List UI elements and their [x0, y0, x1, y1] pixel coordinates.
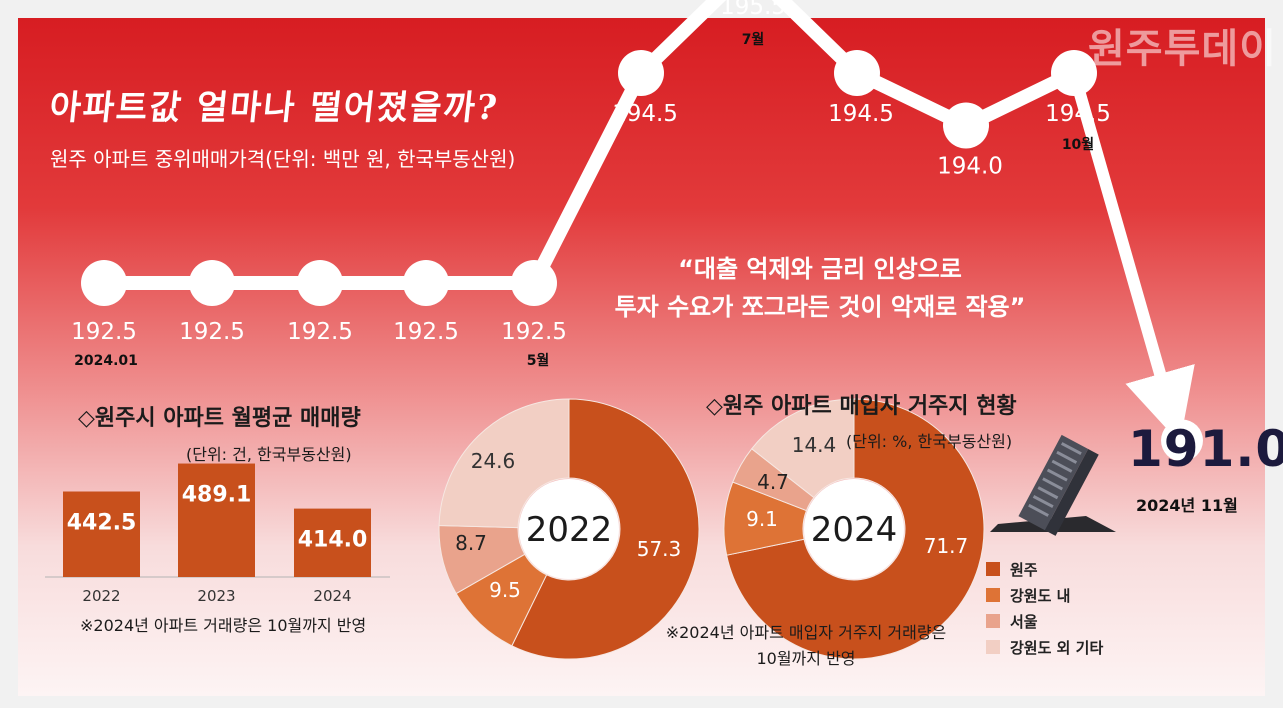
price-value-label: 194.0	[937, 154, 1003, 180]
bar-value-label: 489.1	[182, 483, 252, 508]
final-price-value: 191.0	[1128, 420, 1283, 478]
price-value-label: 192.5	[393, 319, 459, 345]
collapsing-building-illustration	[990, 434, 1116, 536]
donut-value-label: 14.4	[792, 433, 837, 457]
price-point-9	[1051, 50, 1097, 96]
price-value-label: 192.5	[501, 319, 567, 345]
bar-category-label: 2024	[313, 587, 351, 605]
bar-chart: 442.5 2022 489.1 2023 414.0 2024	[45, 463, 390, 605]
legend-item-seoul: 서울	[986, 608, 1103, 634]
price-line-chart: 192.5 192.5 192.5 192.5 192.5 194.5 195.5 194.5…	[71, 0, 1203, 462]
donut-value-label: 57.3	[637, 537, 682, 561]
donut-value-label: 71.7	[924, 534, 969, 558]
legend-label: 서울	[1010, 612, 1038, 631]
price-date-label: 7월	[742, 31, 765, 48]
bar-value-label: 442.5	[67, 511, 137, 536]
price-value-label: 192.5	[71, 319, 137, 345]
building-windows	[1028, 442, 1082, 517]
price-point-5	[618, 50, 664, 96]
price-point-10	[1161, 419, 1203, 462]
quote-line-1: “대출 억제와 금리 인상으로	[678, 255, 962, 283]
price-line-series	[97, 0, 1081, 290]
donut-charts: 2022 57.3 9.58.7 24.6 2024 71.7 9.1 4.714.4	[438, 398, 985, 660]
donut-2024-slice-3	[751, 398, 855, 499]
price-value-label: 194.5	[612, 101, 678, 127]
legend-label: 원주	[1010, 560, 1038, 579]
price-point-3	[403, 260, 449, 306]
price-point-0	[81, 260, 127, 306]
donut-value-label: 9.1	[746, 507, 778, 531]
legend-swatch	[986, 588, 1000, 602]
donut-chart-note: ※2024년 아파트 매입자 거주지 거래량은 10월까지 반영	[665, 623, 947, 668]
donut-hole	[519, 479, 619, 579]
price-date-label: 2024.01	[74, 353, 138, 369]
price-line-arrow	[1068, 67, 1195, 444]
price-value-label: 194.5	[1045, 101, 1111, 127]
bar-category-label: 2023	[197, 587, 235, 605]
donut-2022-slice-0	[511, 398, 700, 660]
page-title: 아파트값 얼마나 떨어졌을까?	[47, 88, 501, 128]
donut-center-year: 2022	[526, 510, 613, 550]
donut-hole	[804, 479, 904, 579]
donut-chart-source: (단위: %, 한국부동산원)	[846, 432, 1013, 451]
price-point-1	[189, 260, 235, 306]
price-value-label: 192.5	[287, 319, 353, 345]
donut-2024-slice-0	[726, 398, 985, 660]
bar-chart-note: ※2024년 아파트 거래량은 10월까지 반영	[80, 616, 367, 635]
legend-swatch	[986, 614, 1000, 628]
bar-chart-source: (단위: 건, 한국부동산원)	[186, 445, 352, 464]
price-value-label: 192.5	[179, 319, 245, 345]
legend-item-gangwon-inside: 강원도 내	[986, 582, 1103, 608]
legend-swatch	[986, 562, 1000, 576]
bar-2024	[294, 508, 371, 577]
price-point-4	[511, 260, 557, 306]
donut-value-label: 8.7	[455, 531, 487, 555]
legend-label: 강원도 내	[1010, 586, 1071, 605]
price-date-label: 10월	[1062, 136, 1094, 153]
legend-item-wonju: 원주	[986, 556, 1103, 582]
donut-2022-slice-3	[438, 398, 570, 529]
donut-legend: 원주 강원도 내 서울 강원도 외 기타	[986, 556, 1103, 660]
price-point-2	[297, 260, 343, 306]
price-point-7	[834, 50, 880, 96]
donut-center-year: 2024	[811, 510, 898, 550]
bar-value-label: 414.0	[298, 528, 368, 553]
price-value-label: 194.5	[828, 101, 894, 127]
line-chart-subtitle: 원주 아파트 중위매매가격(단위: 백만 원, 한국부동산원)	[50, 147, 516, 171]
donut-value-label: 4.7	[757, 470, 789, 494]
bar-2022	[63, 491, 140, 577]
price-point-8	[943, 102, 989, 149]
bar-chart-title: ◇원주시 아파트 월평균 매매량	[78, 406, 361, 431]
legend-swatch	[986, 640, 1000, 654]
final-price-date: 2024년 11월	[1136, 496, 1238, 515]
quote-line-2: 투자 수요가 쪼그라든 것이 악재로 작용”	[614, 293, 1026, 321]
price-value-label: 195.5	[720, 0, 786, 20]
price-date-label: 5월	[527, 352, 550, 369]
donut-value-label: 24.6	[471, 449, 516, 473]
watermark-logo: 원주투데이	[1088, 26, 1277, 72]
donut-chart-title: ◇원주 아파트 매입자 거주지 현황	[706, 394, 1017, 419]
donut-value-label: 9.5	[489, 578, 521, 602]
building-side	[1044, 448, 1099, 536]
bar-2023	[178, 463, 255, 577]
legend-label: 강원도 외 기타	[1010, 638, 1104, 657]
legend-item-other: 강원도 외 기타	[986, 634, 1103, 660]
quote-text: “대출 억제와 금리 인상으로 투자 수요가 쪼그라든 것이 악재로 작용”	[560, 250, 1080, 326]
bar-category-label: 2022	[82, 587, 120, 605]
